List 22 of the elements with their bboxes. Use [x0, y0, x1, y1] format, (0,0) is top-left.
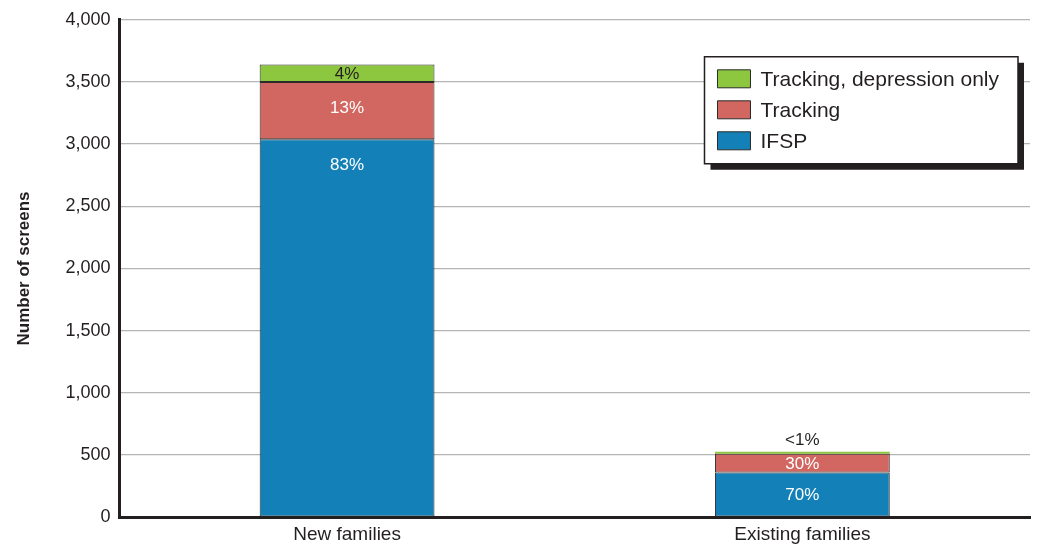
y-tick-label: 1,500 — [65, 319, 111, 340]
x-tick-label: Existing families — [734, 522, 871, 544]
annotation: 13% — [330, 97, 365, 117]
y-tick-label: 500 — [80, 443, 111, 464]
x-tick-label: New families — [293, 522, 401, 544]
y-tick-label: 2,500 — [65, 195, 111, 216]
y-tick-label: 3,500 — [65, 70, 111, 91]
annotation: 70% — [785, 485, 820, 505]
y-tick-label: 0 — [100, 506, 111, 527]
y-axis-title: Number of screens — [13, 191, 33, 346]
legend-label: Tracking — [760, 97, 841, 121]
annotation: 30% — [785, 453, 820, 473]
annotation: <1% — [785, 430, 820, 450]
legend-label: Tracking, depression only — [760, 66, 1000, 90]
y-tick-label: 4,000 — [65, 8, 111, 29]
legend-label: IFSP — [760, 128, 808, 152]
y-tick-label: 1,000 — [65, 381, 111, 402]
y-tick-label: 3,000 — [65, 133, 111, 154]
annotation: 83% — [330, 154, 365, 174]
annotation: 4% — [334, 63, 360, 83]
y-tick-label: 2,000 — [65, 257, 111, 278]
bar — [714, 451, 890, 454]
